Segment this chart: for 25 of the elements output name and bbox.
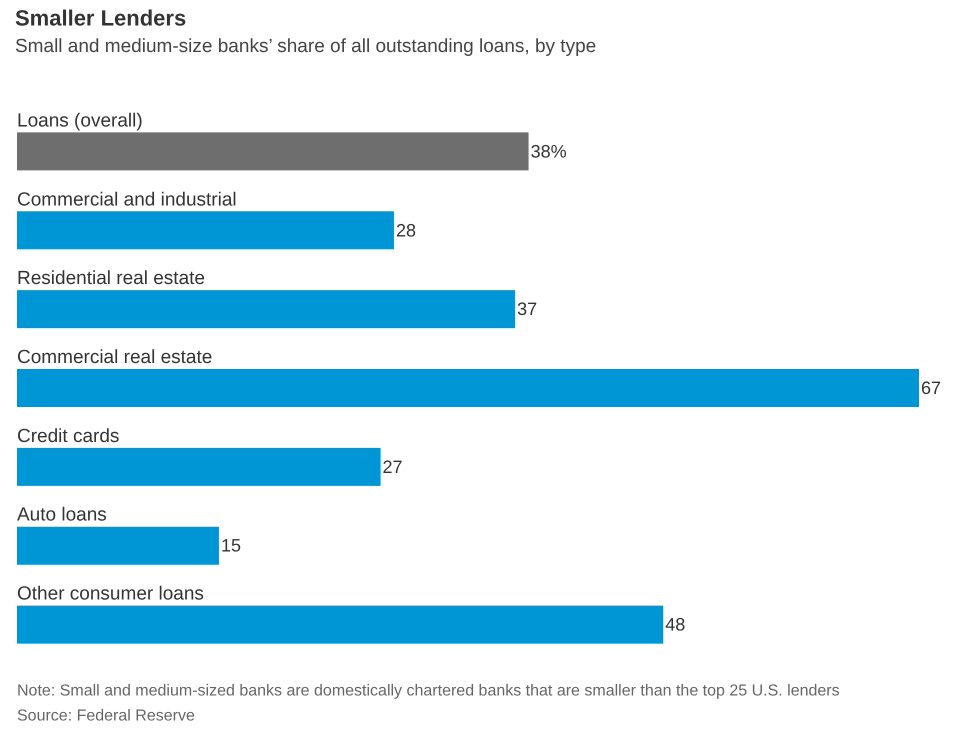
bar (17, 132, 529, 170)
bar (17, 526, 219, 565)
y-tick-label: Residential real estate (17, 268, 205, 290)
data-label: 48 (665, 614, 686, 635)
y-tick-label: Commercial real estate (17, 347, 212, 368)
bar (17, 369, 919, 407)
y-tick-label: Loans (overall) (17, 110, 143, 132)
data-label: 15 (220, 536, 241, 556)
y-tick-label: Auto loans (17, 504, 107, 526)
y-tick-label: Credit cards (17, 426, 120, 447)
data-label: 28 (396, 220, 416, 240)
text: Note: Small and medium-sized banks are domestically chartered banks that are smaller than the top 25 U.S. lenders (17, 682, 840, 700)
bar (17, 606, 664, 644)
data-label: 67 (921, 378, 942, 398)
chart-subtitle: Small and medium-size banks’ share of all outstanding loans, by type (15, 36, 596, 57)
data-label: 37 (517, 299, 538, 320)
source-note: Source: Federal Reserve (17, 708, 195, 724)
chart-title: Smaller Lenders (15, 6, 186, 30)
bar (17, 290, 516, 328)
y-tick-label: Other consumer loans (17, 584, 204, 605)
y-tick-label: Commercial and industrial (17, 189, 237, 210)
data-label: 38% (530, 141, 567, 162)
bar (17, 211, 394, 250)
bar (17, 448, 380, 486)
data-label: 27 (382, 456, 403, 477)
